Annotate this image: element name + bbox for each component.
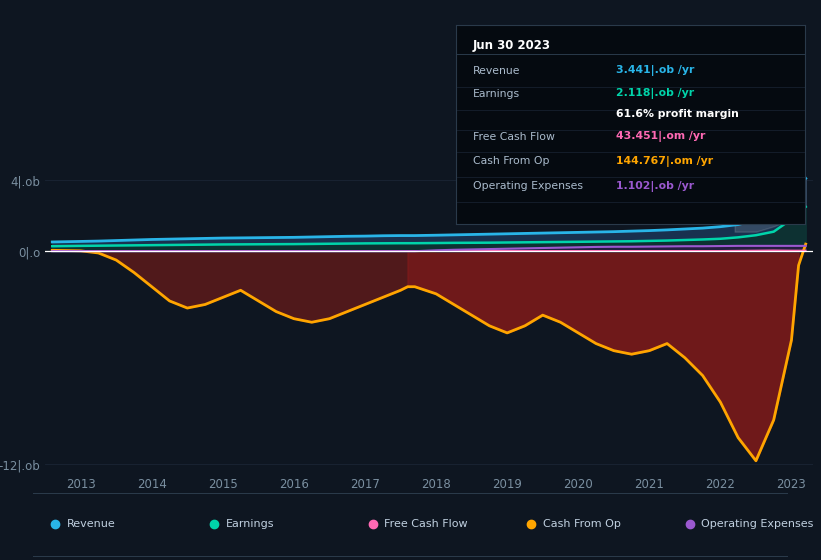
- Text: 1.102|.ob /yr: 1.102|.ob /yr: [616, 181, 695, 192]
- Text: Revenue: Revenue: [67, 519, 116, 529]
- Text: 3.441|.ob /yr: 3.441|.ob /yr: [616, 66, 695, 76]
- Text: 61.6% profit margin: 61.6% profit margin: [616, 109, 739, 119]
- Text: Free Cash Flow: Free Cash Flow: [384, 519, 468, 529]
- Text: Earnings: Earnings: [226, 519, 274, 529]
- Text: Operating Expenses: Operating Expenses: [473, 181, 583, 191]
- Text: 144.767|.om /yr: 144.767|.om /yr: [616, 156, 713, 167]
- Text: Operating Expenses: Operating Expenses: [701, 519, 814, 529]
- Text: Cash From Op: Cash From Op: [543, 519, 621, 529]
- Text: 43.451|.om /yr: 43.451|.om /yr: [616, 131, 705, 142]
- Text: Revenue: Revenue: [473, 66, 521, 76]
- Text: 2.118|.ob /yr: 2.118|.ob /yr: [616, 88, 695, 99]
- Text: Free Cash Flow: Free Cash Flow: [473, 132, 555, 142]
- Text: Earnings: Earnings: [473, 89, 521, 99]
- Text: Jun 30 2023: Jun 30 2023: [473, 39, 551, 52]
- Text: Cash From Op: Cash From Op: [473, 156, 549, 166]
